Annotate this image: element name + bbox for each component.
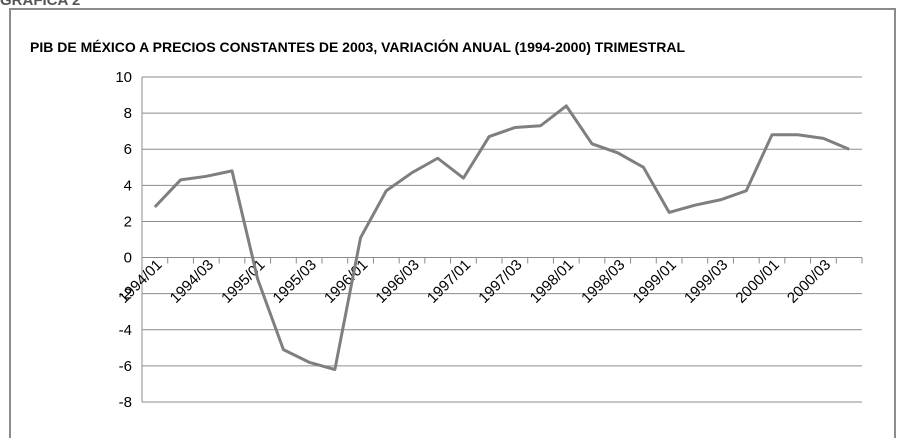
y-tick-label: -8 — [119, 394, 132, 411]
x-tick-label: 1996/03 — [372, 256, 422, 306]
x-tick-label: 1997/01 — [424, 256, 474, 306]
x-tick-label: 1998/03 — [578, 256, 628, 306]
y-tick-label: 0 — [124, 250, 132, 267]
data-line — [153, 104, 850, 371]
x-tick-label: 2000/03 — [784, 256, 834, 306]
y-tick-label: -2 — [119, 286, 132, 303]
x-tick-label: 1998/01 — [527, 256, 577, 306]
x-tick-label: 1997/03 — [475, 256, 525, 306]
y-tick-label: 4 — [124, 177, 132, 194]
x-tick-label: 1994/03 — [167, 256, 217, 306]
y-tick-label: 8 — [124, 105, 132, 122]
y-tick-label: 6 — [124, 141, 132, 158]
chart-title: PIB DE MÉXICO A PRECIOS CONSTANTES DE 20… — [30, 38, 685, 55]
frame — [9, 8, 896, 443]
x-tick-label: 1999/03 — [681, 256, 731, 306]
x-tick-label: 1995/01 — [218, 256, 268, 306]
y-tick-label: -4 — [119, 322, 132, 339]
x-tick-label: 2000/01 — [732, 256, 782, 306]
y-tick-label: 10 — [115, 69, 132, 86]
x-tick-label: 1995/03 — [270, 256, 320, 306]
y-tick-label: -6 — [119, 358, 132, 375]
y-tick-label: 2 — [124, 213, 132, 230]
x-tick-label: 1996/01 — [321, 256, 371, 306]
x-tick-label: 1999/01 — [630, 256, 680, 306]
header: GRÁFICA 2 — [0, 0, 80, 9]
